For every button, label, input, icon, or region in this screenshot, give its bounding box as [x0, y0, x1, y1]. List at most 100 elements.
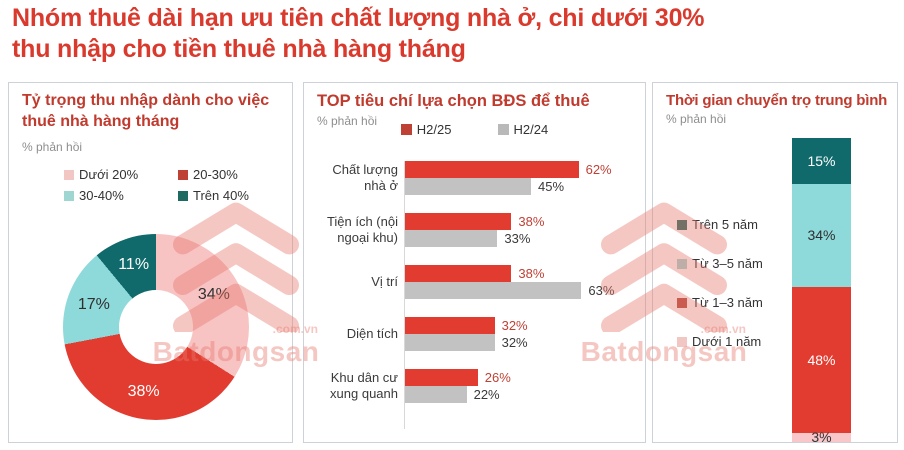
legend-swatch-icon: [400, 124, 412, 135]
criteria-row: Tiện ích (nội ngoại khu) 38% 33%: [316, 213, 641, 247]
bar-line: 33%: [405, 230, 641, 247]
stack-segment-label: 15%: [807, 152, 836, 169]
page-title-line-1: Nhóm thuê dài hạn ưu tiên chất lượng nhà…: [12, 4, 705, 32]
bar: [405, 317, 495, 334]
criteria-bars: 38% 33%: [405, 213, 641, 247]
legend-swatch-icon: [178, 190, 188, 201]
legend-swatch-icon: [677, 219, 687, 230]
legend-item: Từ 1–3 năm: [677, 295, 763, 310]
stack-segment-label: 3%: [811, 429, 832, 443]
criteria-subtitle: % phản hồi: [317, 114, 378, 128]
legend-item: 20-30%: [178, 167, 279, 182]
bar-value-label: 63%: [588, 283, 615, 298]
stack-segment: 15%: [792, 138, 851, 184]
legend-swatch-icon: [677, 336, 687, 347]
legend-item: Dưới 20%: [64, 167, 178, 182]
income-share-title-line-1: Tỷ trọng thu nhập dành cho việc: [22, 92, 270, 109]
legend-swatch-icon: [497, 124, 509, 135]
criteria-bars: 32% 32%: [405, 317, 641, 351]
criteria-category-label: Tiện ích (nội ngoại khu): [326, 213, 398, 245]
donut-slice-label: 34%: [197, 286, 230, 304]
page-title-line-2: thu nhập cho tiền thuê nhà hàng tháng: [12, 34, 466, 63]
income-share-title: Tỷ trọng thu nhập dành cho việc thuê nhà…: [22, 91, 284, 133]
bar: [405, 334, 495, 351]
stack-segment: 48%: [792, 286, 851, 433]
criteria-title: TOP tiêu chí lựa chọn BĐS để thuê: [317, 92, 590, 110]
bar: [405, 178, 531, 195]
bar-value-label: 38%: [518, 214, 545, 229]
legend-label: Dưới 1 năm: [692, 334, 762, 349]
bar: [405, 213, 512, 230]
legend-item: H2/25: [400, 122, 452, 137]
bar-value-label: 26%: [484, 370, 511, 385]
legend-label: Từ 1–3 năm: [692, 295, 763, 310]
legend-label: Từ 3–5 năm: [692, 256, 763, 271]
donut-slice-label: 11%: [118, 255, 150, 273]
criteria-axis-line: [404, 161, 405, 429]
bar-line: 32%: [405, 334, 641, 351]
legend-label: 20-30%: [193, 167, 238, 182]
bar: [405, 386, 467, 403]
criteria-row: Chất lượng nhà ở 62% 45%: [316, 161, 641, 195]
legend-swatch-icon: [64, 190, 74, 201]
legend-label: H2/24: [513, 122, 549, 137]
legend-swatch-icon: [677, 297, 687, 308]
bar-line: 63%: [405, 282, 641, 299]
legend-swatch-icon: [64, 169, 74, 180]
stack-segment-label: 48%: [807, 351, 836, 368]
bar-line: 26%: [405, 369, 641, 386]
legend-item: Từ 3–5 năm: [677, 256, 763, 271]
bar-value-label: 22%: [473, 387, 500, 402]
moving-time-legend: Trên 5 năm Từ 3–5 năm Từ 1–3 năm Dưới 1 năm: [677, 217, 763, 349]
legend-label: Trên 5 năm: [692, 217, 758, 232]
bar-line: 38%: [405, 265, 641, 282]
panel-criteria: TOP tiêu chí lựa chọn BĐS để thuê % phản…: [303, 82, 646, 443]
donut-hole: [119, 290, 193, 364]
criteria-bars: 26% 22%: [405, 369, 641, 403]
criteria-legend: H2/25 H2/24: [304, 122, 645, 137]
legend-label: Dưới 20%: [79, 167, 139, 182]
donut-slice-label: 38%: [127, 382, 160, 400]
legend-label: Trên 40%: [193, 188, 249, 203]
bar: [405, 265, 512, 282]
criteria-bars: 38% 63%: [405, 265, 641, 299]
bar-line: 32%: [405, 317, 641, 334]
moving-time-title: Thời gian chuyển trọ trung bình: [666, 92, 888, 109]
panel-moving-time: Thời gian chuyển trọ trung bình % phản h…: [652, 82, 898, 443]
legend-swatch-icon: [178, 169, 188, 180]
bar-value-label: 62%: [585, 162, 612, 177]
criteria-category-label: Chất lượng nhà ở: [332, 161, 398, 193]
legend-item: Trên 5 năm: [677, 217, 763, 232]
criteria-category-label: Khu dân cư xung quanh: [330, 369, 398, 401]
bar: [405, 230, 498, 247]
donut-slice-label: 17%: [77, 295, 110, 313]
criteria-row: Khu dân cư xung quanh 26% 22%: [316, 369, 641, 403]
donut-legend: Dưới 20% 20-30% 30-40% Trên 40%: [64, 167, 279, 203]
bar-line: 45%: [405, 178, 641, 195]
legend-label: 30-40%: [79, 188, 124, 203]
stack-segment-label: 34%: [807, 227, 836, 244]
page-title: Nhóm thuê dài hạn ưu tiên chất lượng nhà…: [12, 3, 900, 64]
bar-value-label: 45%: [538, 179, 565, 194]
criteria-row: Diện tích 32% 32%: [316, 317, 641, 351]
bar-line: 62%: [405, 161, 641, 178]
bar-value-label: 33%: [504, 231, 531, 246]
bar: [405, 161, 579, 178]
bar-line: 22%: [405, 386, 641, 403]
criteria-category-label: Vị trí: [371, 273, 398, 289]
criteria-rows: Chất lượng nhà ở 62% 45% Tiện ích (nội ngoạ…: [316, 161, 641, 429]
criteria-category-label: Diện tích: [346, 325, 398, 341]
bar-value-label: 38%: [518, 266, 545, 281]
bar: [405, 282, 582, 299]
legend-label: H2/25: [416, 122, 452, 137]
legend-item: 30-40%: [64, 188, 178, 203]
legend-item: H2/24: [497, 122, 549, 137]
criteria-bars: 62% 45%: [405, 161, 641, 195]
legend-swatch-icon: [677, 258, 687, 269]
criteria-row: Vị trí 38% 63%: [316, 265, 641, 299]
bar-value-label: 32%: [501, 318, 528, 333]
stack-segment: 34%: [792, 183, 851, 287]
donut-labels: 34% 38% 17% 11%: [63, 234, 249, 420]
bar-line: 38%: [405, 213, 641, 230]
legend-item: Dưới 1 năm: [677, 334, 763, 349]
